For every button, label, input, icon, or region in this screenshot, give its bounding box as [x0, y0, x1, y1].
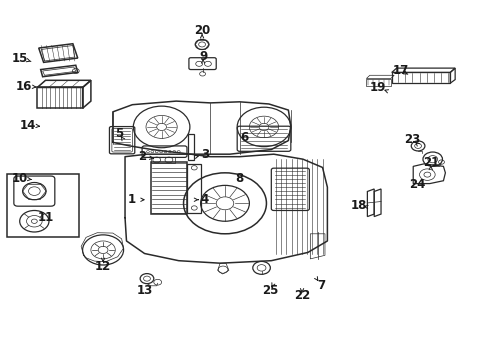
Text: 22: 22 — [293, 289, 309, 302]
Text: 7: 7 — [317, 279, 325, 292]
Text: 9: 9 — [199, 50, 207, 63]
Text: 19: 19 — [368, 81, 385, 94]
Text: 4: 4 — [200, 193, 208, 206]
Text: 24: 24 — [408, 178, 425, 191]
Bar — [188, 134, 194, 160]
Text: 25: 25 — [262, 284, 278, 297]
Text: 13: 13 — [136, 284, 152, 297]
Text: 20: 20 — [194, 24, 210, 37]
Bar — [187, 163, 201, 213]
Text: 23: 23 — [404, 133, 420, 146]
Text: 14: 14 — [20, 119, 36, 132]
Text: 2: 2 — [138, 150, 146, 163]
Bar — [151, 157, 175, 163]
Text: 1: 1 — [127, 193, 135, 206]
Bar — [151, 162, 187, 214]
Text: 11: 11 — [38, 211, 54, 224]
Text: 12: 12 — [95, 260, 111, 273]
Text: 5: 5 — [114, 127, 122, 140]
Text: 17: 17 — [391, 64, 408, 77]
Bar — [6, 174, 79, 237]
Text: 16: 16 — [16, 80, 32, 93]
Text: 21: 21 — [422, 156, 438, 169]
Text: 15: 15 — [12, 51, 28, 64]
Text: 18: 18 — [350, 199, 366, 212]
Text: 6: 6 — [240, 131, 248, 144]
Text: 8: 8 — [235, 172, 243, 185]
Text: 10: 10 — [12, 172, 28, 185]
Text: 3: 3 — [201, 148, 209, 161]
